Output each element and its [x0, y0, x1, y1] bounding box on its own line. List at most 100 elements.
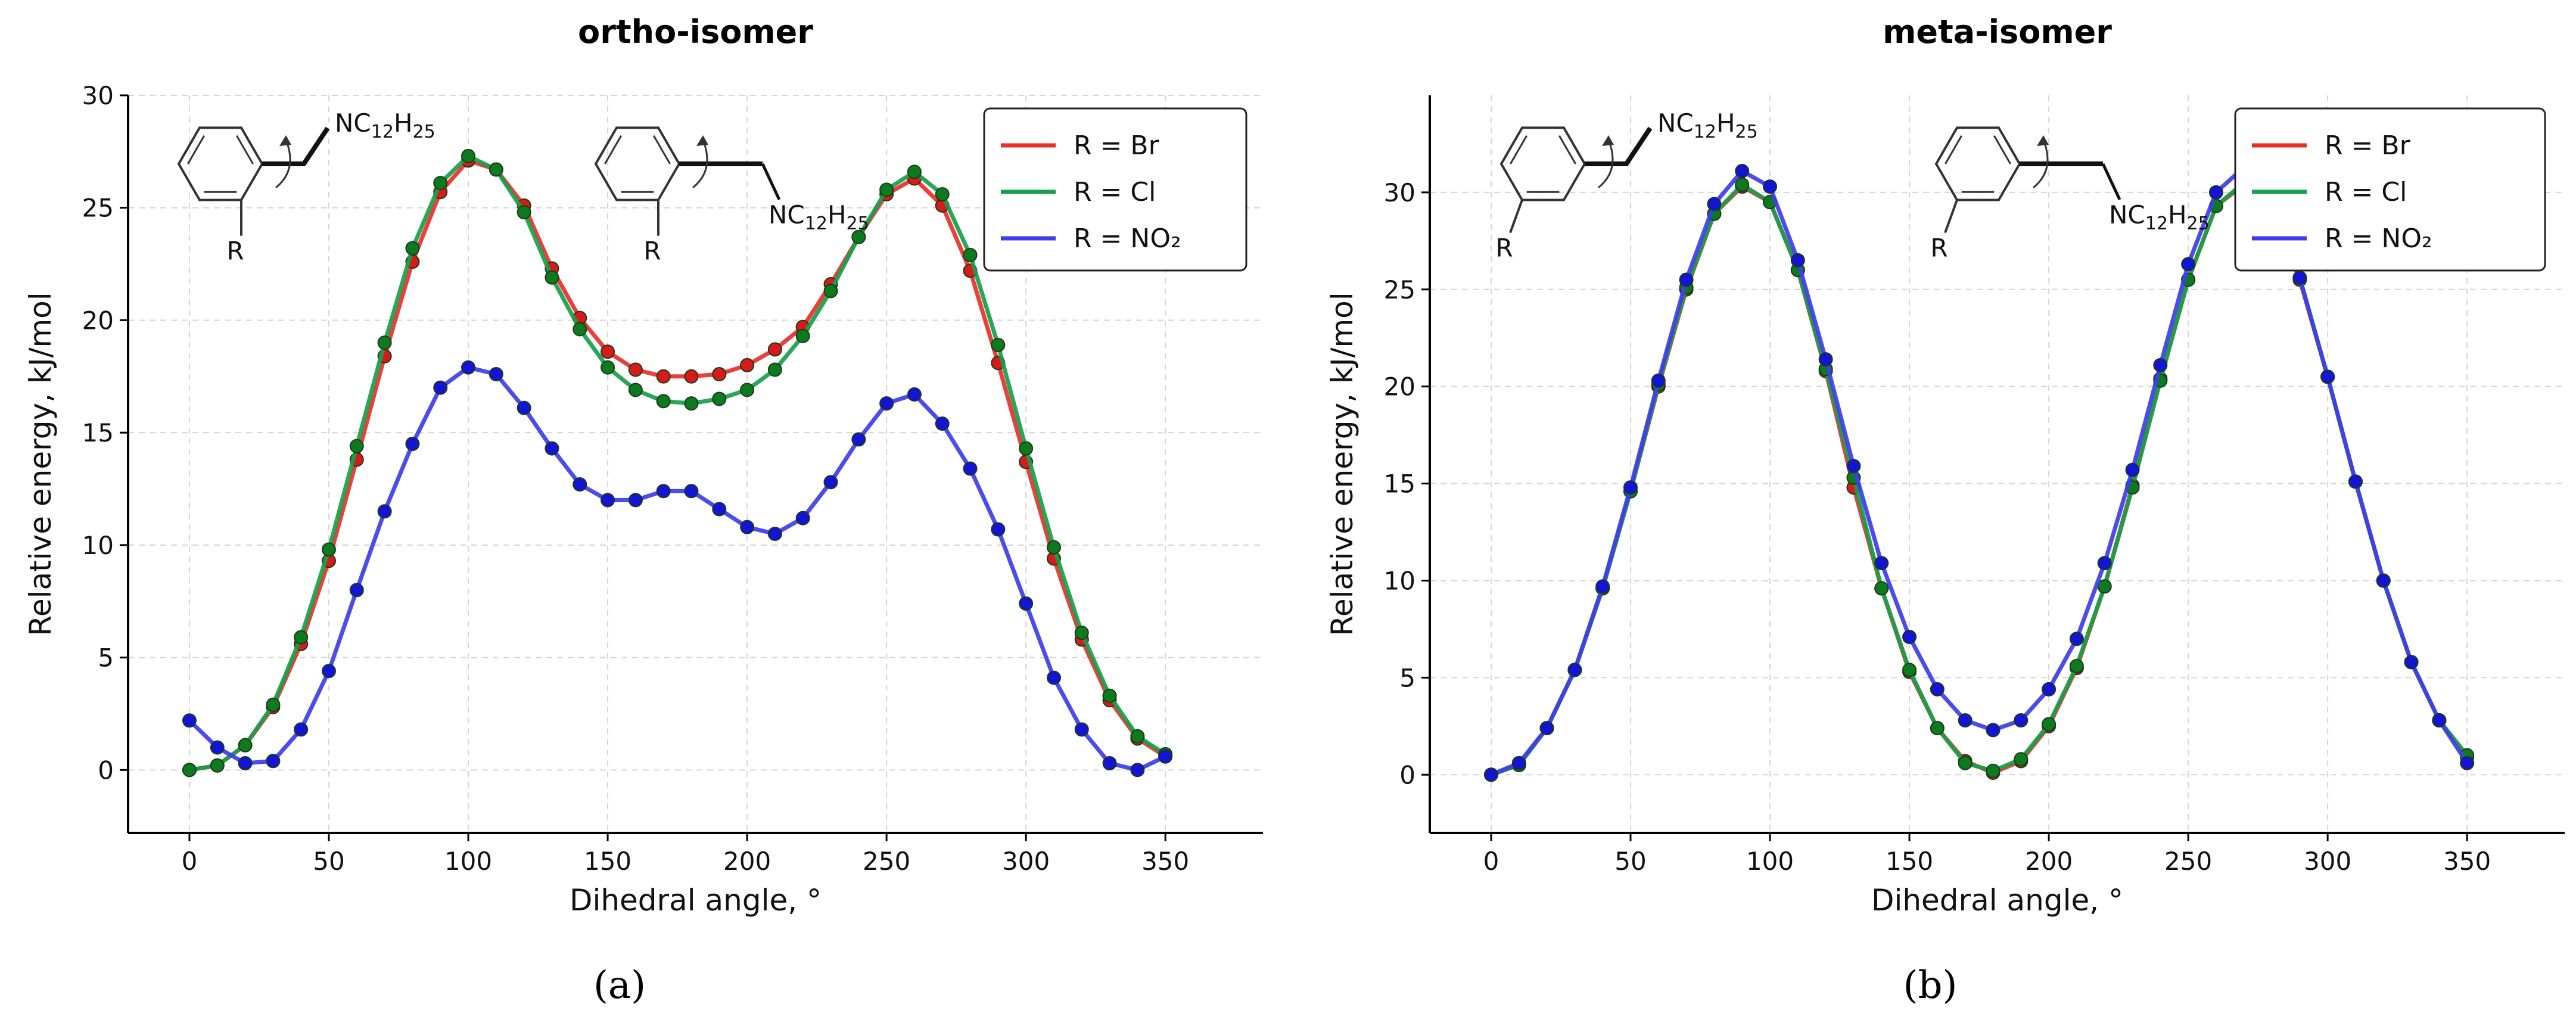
data-point [601, 360, 615, 375]
data-point [963, 247, 978, 262]
data-point [1679, 272, 1694, 287]
group-label-sub1: 12 [371, 122, 394, 142]
y-tick-label: 20 [82, 306, 114, 335]
data-point [963, 461, 978, 476]
figure-caption: (b) [1903, 963, 1958, 1008]
data-point [405, 241, 420, 256]
data-point [433, 176, 448, 191]
data-point [1735, 164, 1750, 179]
group-label-base: NC [769, 200, 805, 229]
data-point [489, 162, 503, 177]
aromatic-bond [1558, 135, 1576, 164]
legend-box [983, 107, 1247, 272]
y-tick-label: 5 [98, 643, 114, 673]
arrowhead-icon [696, 135, 708, 146]
data-point [795, 511, 810, 526]
group-label-sub1: 12 [805, 213, 827, 234]
data-point [1019, 596, 1034, 611]
data-point [1074, 722, 1089, 737]
rotation-arrow-icon [692, 139, 708, 189]
benzene-ring [177, 126, 264, 201]
benzene-ring [1499, 126, 1586, 201]
x-tick-label: 300 [2304, 847, 2351, 876]
data-point [517, 400, 531, 415]
data-point [1902, 629, 1917, 644]
chart-title: ortho-isomer [578, 13, 813, 51]
data-point [2014, 752, 2029, 767]
x-axis-label: Dihedral angle, ° [570, 883, 822, 918]
data-point [2069, 658, 2084, 673]
y-tick-label: 0 [1399, 760, 1415, 789]
y-tick-label: 25 [1384, 275, 1415, 304]
data-point [1595, 579, 1610, 594]
data-point [2069, 632, 2084, 646]
data-point [2125, 462, 2140, 477]
data-point [823, 475, 838, 490]
data-point [2292, 270, 2307, 285]
group-label-sub2: 25 [413, 122, 435, 142]
data-point [2181, 257, 2196, 272]
data-point [2042, 717, 2057, 732]
series-line [1490, 181, 2469, 777]
substituent-label: R [643, 237, 661, 266]
y-tick-label: 25 [82, 194, 114, 223]
x-tick-label: 150 [584, 847, 631, 876]
x-tick-label: 0 [1483, 847, 1499, 876]
data-point [2208, 185, 2223, 200]
data-point [1483, 767, 1498, 782]
data-point [740, 357, 755, 372]
y-tick-label: 30 [1384, 178, 1415, 207]
y-tick-label: 15 [1384, 469, 1415, 499]
rotation-arrow-icon [275, 139, 291, 189]
molecule-structure: R NC12H25 [1495, 108, 1757, 263]
aromatic-bond [236, 135, 254, 164]
data-point [238, 738, 253, 753]
data-point [2153, 357, 2168, 372]
data-point [1046, 540, 1061, 555]
data-point [238, 755, 253, 770]
data-point [907, 164, 922, 179]
data-point [1623, 480, 1638, 495]
rotation-arrow-icon [2033, 139, 2049, 189]
data-point [377, 504, 392, 519]
x-tick-label: 200 [2025, 847, 2073, 876]
data-point [628, 493, 643, 508]
series-line [1490, 182, 2469, 777]
y-axis-label: Relative energy, kJ/mol [23, 292, 58, 636]
legend-label: R = Cl [1074, 177, 1156, 207]
data-point [182, 713, 197, 728]
y-tick-label: 5 [1399, 663, 1415, 692]
x-tick-label: 150 [1886, 847, 1933, 876]
series-line [188, 365, 1166, 772]
vinyl-chain [262, 126, 330, 166]
data-point [795, 328, 810, 343]
data-point [879, 396, 894, 411]
legend-label: R = Cl [2325, 177, 2407, 207]
group-label-sub2: 25 [847, 213, 869, 234]
group-label-base: NC [1657, 108, 1694, 138]
legend-label: R = Br [1074, 130, 1160, 161]
data-point [1986, 723, 2001, 738]
chart-panel-b: 0 50 100 150 200 250 300 350 0 5 10 15 20 25 30 Dihedra… [1325, 13, 2565, 1008]
legend-label: R = NO₂ [2325, 223, 2432, 254]
legend-label: R = Br [2325, 130, 2411, 161]
y-tick-label: 0 [98, 755, 114, 785]
data-point [210, 758, 225, 773]
x-tick-label: 350 [1141, 847, 1189, 876]
data-point [322, 542, 337, 557]
data-point [573, 477, 587, 492]
data-point [1986, 763, 2001, 778]
data-point [2097, 556, 2112, 571]
aromatic-bond [187, 135, 205, 164]
x-tick-label: 300 [1002, 847, 1050, 876]
rotation-arrow-icon [1598, 139, 1614, 189]
data-point [1958, 713, 1973, 728]
aromatic-bond [653, 135, 671, 164]
data-point [405, 437, 420, 452]
y-tick-label: 10 [82, 531, 114, 560]
aromatic-bond [1510, 135, 1527, 164]
data-point [2014, 713, 2029, 728]
imine-bond [2101, 163, 2121, 201]
data-point [656, 369, 671, 384]
